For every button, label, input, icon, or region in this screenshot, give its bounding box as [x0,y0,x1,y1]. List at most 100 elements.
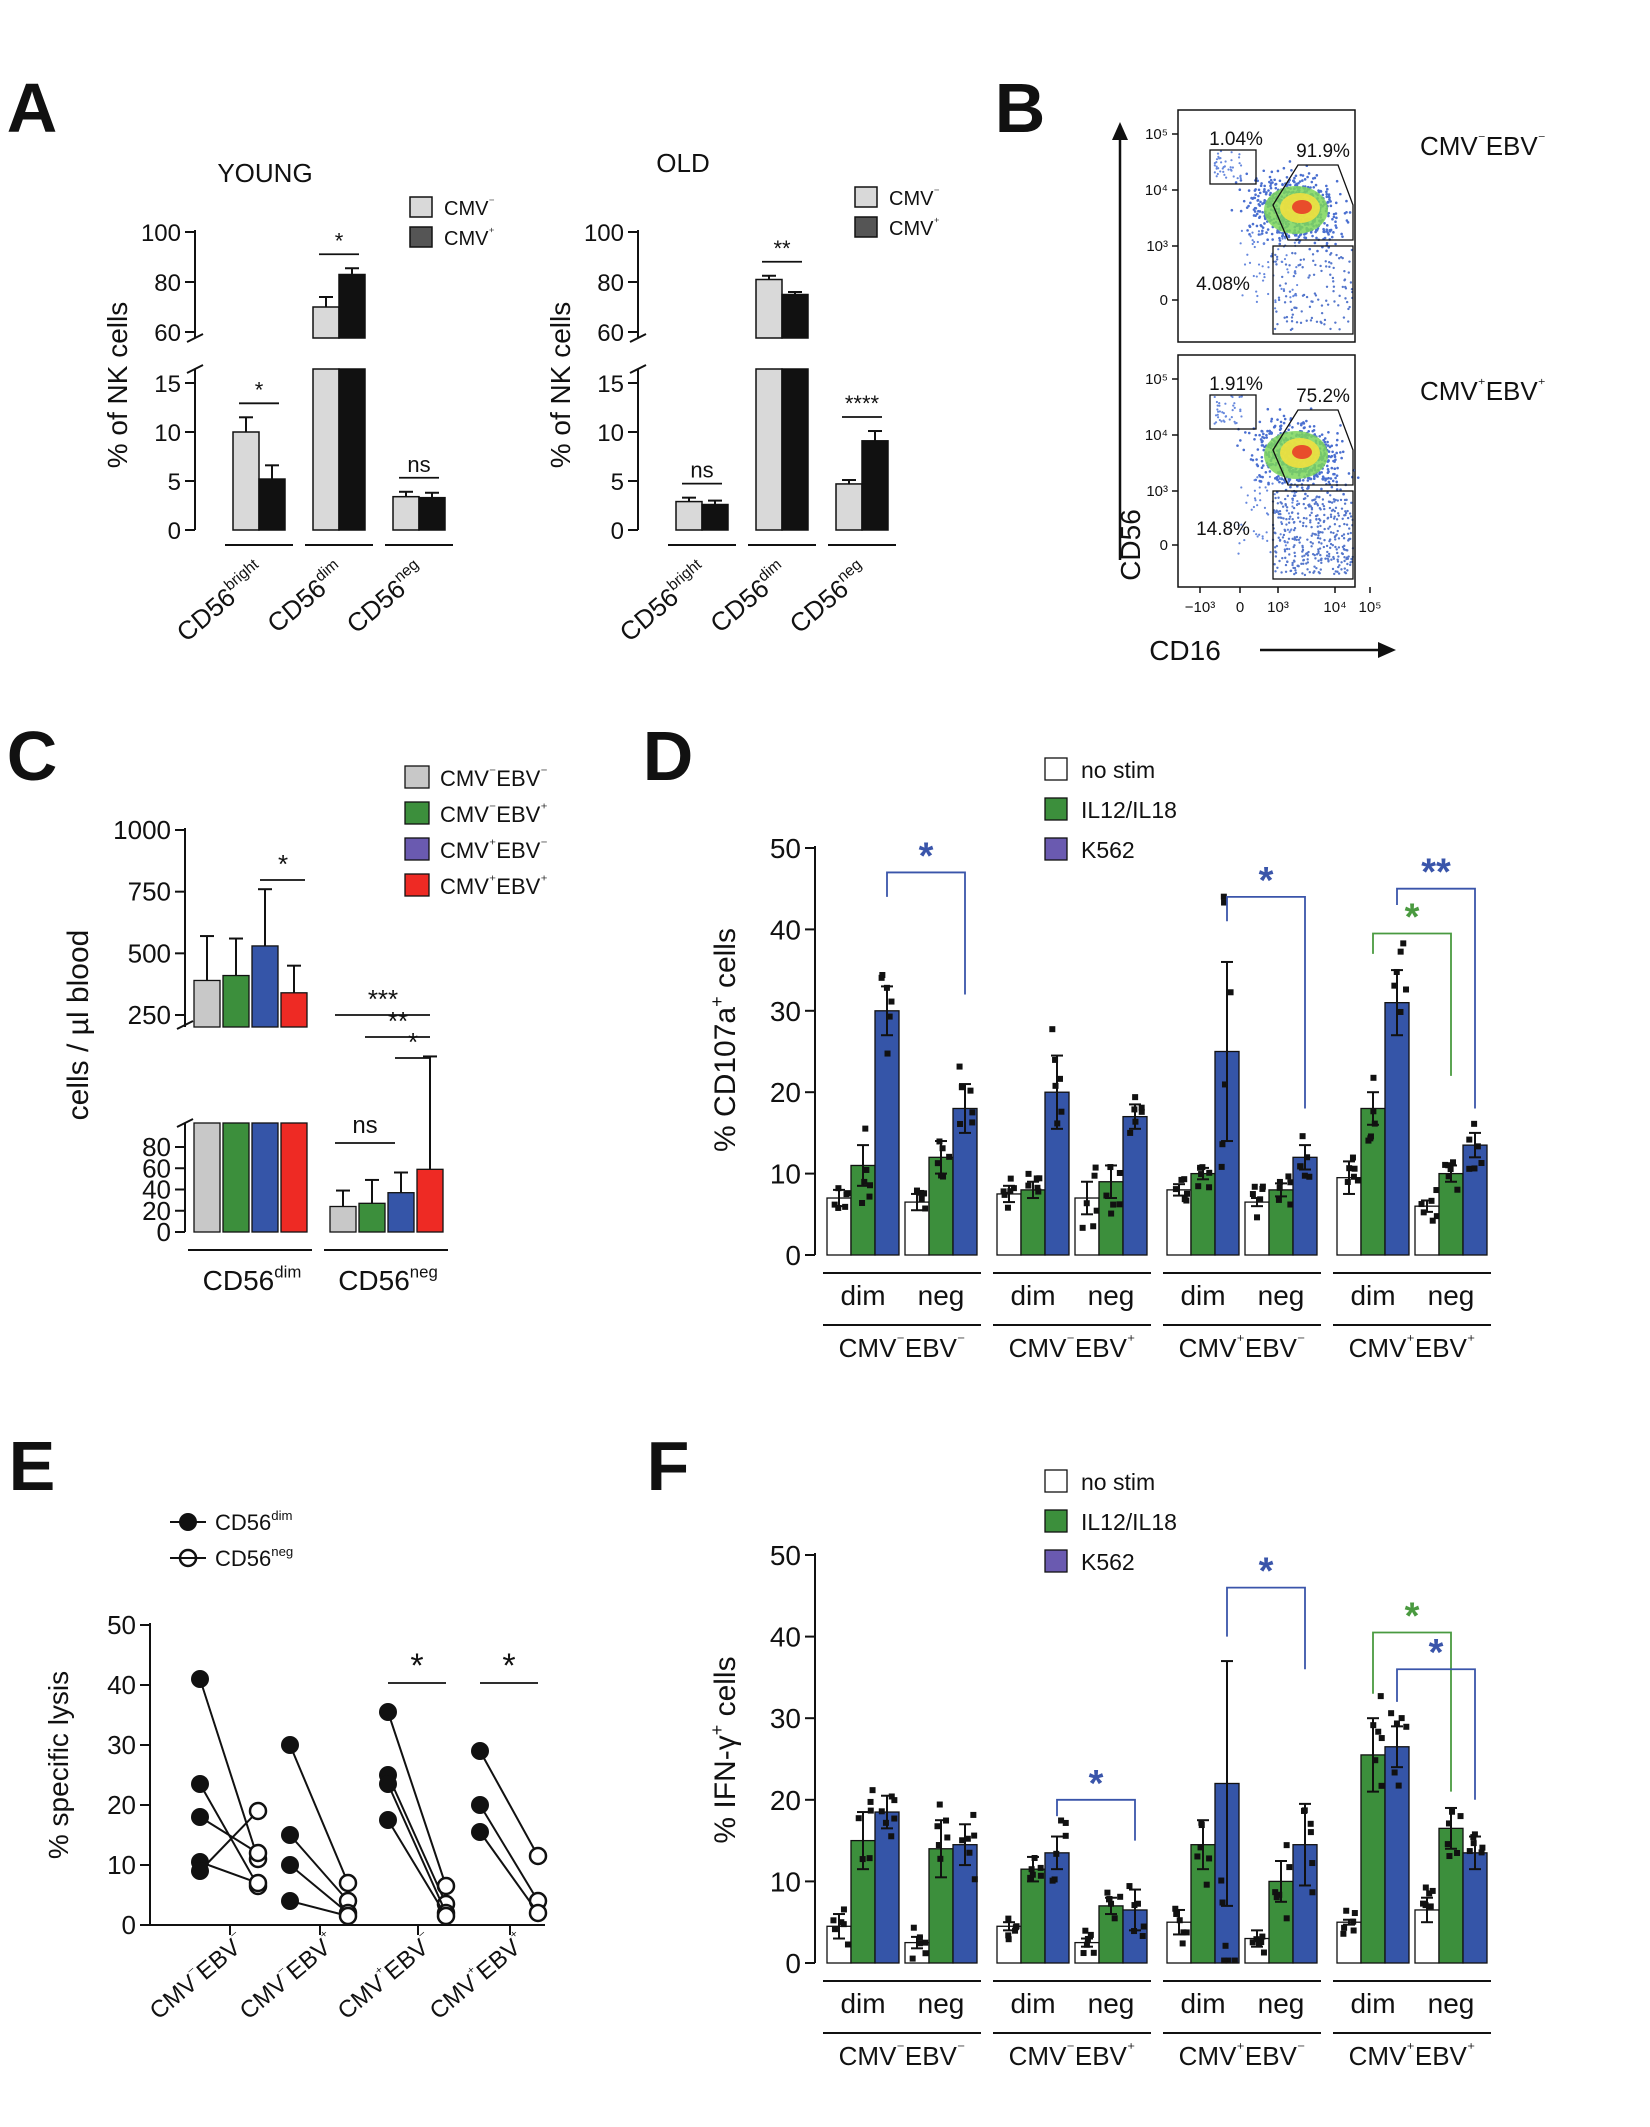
subgroup-label: neg [1428,1988,1475,2019]
flow-dot [1257,230,1261,233]
data-point [1103,1192,1110,1199]
bar [755,278,783,339]
data-point [1297,1163,1304,1170]
flow-dot [1327,214,1330,218]
data-point [1370,1108,1377,1115]
flow-dot [1298,541,1301,544]
flow-dot [1293,306,1297,309]
legend-label: CMV⁻ [889,185,940,210]
y-label-part: cells [709,1656,742,1724]
flow-dot [1252,274,1255,278]
flow-dot [1243,263,1247,266]
flow-dot [1308,247,1312,251]
flow-dot [1241,294,1244,297]
y-tick-label: 10 [770,1866,801,1897]
data-point [1367,1135,1374,1142]
flow-dot [1335,548,1338,551]
axis-break-mark [176,1118,194,1128]
data-point [878,1808,885,1815]
flow-dot [1325,285,1329,288]
group-sup: ⁺ [1236,1333,1244,1350]
flow-dot [1250,508,1253,511]
flow-dot [1258,420,1262,424]
flow-dot [1323,323,1326,326]
bar [1292,1156,1318,1256]
y-axis-label: cells / µl blood [62,930,95,1121]
legend-swatch [409,226,433,248]
flow-dot [1248,224,1251,228]
flow-dot [1325,190,1328,194]
flow-dot [1341,517,1344,521]
flow-dot [1327,450,1331,453]
flow-dot [1293,551,1296,555]
data-point [969,1119,976,1126]
flow-dot [1269,178,1273,182]
flow-dot [1293,176,1296,180]
flow-dot [1312,477,1316,481]
flow-dot [1325,554,1329,557]
y-tick-label: 30 [770,1703,801,1734]
flow-dot [1313,533,1317,536]
flow-dot [1279,477,1282,480]
flow-dot [1237,524,1240,527]
flow-dot [1285,315,1289,319]
flow-dot [1256,240,1259,244]
flow-dot [1292,559,1296,562]
flow-dot [1266,238,1269,241]
flow-dot [1301,179,1304,182]
legend-swatch [1044,797,1068,821]
flow-dot [1320,561,1323,565]
y-tick-label: 10⁴ [1145,182,1168,199]
flow-dot [1323,437,1327,440]
flow-dot [1275,258,1279,261]
group-sup: ⁻ [957,2041,965,2058]
flow-dot [1334,476,1337,480]
data-point [1037,1872,1044,1879]
group-sup: ⁻ [957,1333,965,1350]
flow-dot [1336,512,1340,515]
data-point [1092,1164,1099,1171]
data-point [943,1817,950,1824]
panel-f: F 0 10 20 30 40 50 % IFN-γ+ cells no stim IL12/IL… [647,1427,1491,2071]
gate-bright [1209,149,1257,185]
data-point [1370,1722,1377,1729]
flow-dot [1216,152,1220,155]
flow-dot [1333,472,1336,476]
flow-dot [1273,563,1276,566]
data-point [1111,1915,1118,1922]
flow-dot [1218,402,1221,405]
flow-dot [1328,525,1332,528]
flow-dot [1278,559,1281,563]
data-point [1444,1841,1451,1848]
plot-label: CMV⁺EBV⁺ [1420,376,1546,406]
data-point [888,998,895,1005]
flow-dot [1251,242,1254,246]
flow-dot [1259,475,1262,478]
data-point [869,1787,876,1794]
pair-line [289,1900,349,1917]
flow-dot [1262,201,1266,205]
flow-dot [1283,550,1287,553]
flow-dot [1291,251,1294,255]
flow-dot [1345,199,1348,203]
data-point [934,1823,941,1830]
flow-dot [1299,258,1302,262]
flow-dot [1256,199,1259,202]
flow-dot [1285,518,1288,521]
panel-d: D 0 10 20 30 40 50 % CD107a+ cells no stim IL12/I… [643,717,1491,1363]
legend-part: EBV [496,838,540,863]
flow-dot [1230,208,1234,212]
data-point [855,1815,862,1822]
group-label: CMV⁻EBV⁺ [1009,2041,1136,2071]
category-label: CMV⁺EBV⁻ [331,1927,439,2025]
significance-label: * [502,1647,515,1685]
flow-dot [1296,502,1299,506]
flow-dot [1338,294,1341,298]
flow-dot [1229,168,1232,171]
data-point [866,1182,873,1189]
flow-dot [1263,275,1266,279]
pair-line [387,1711,447,1887]
flow-dot [1279,533,1282,536]
flow-dot [1273,178,1276,182]
flow-dot [1327,555,1331,558]
